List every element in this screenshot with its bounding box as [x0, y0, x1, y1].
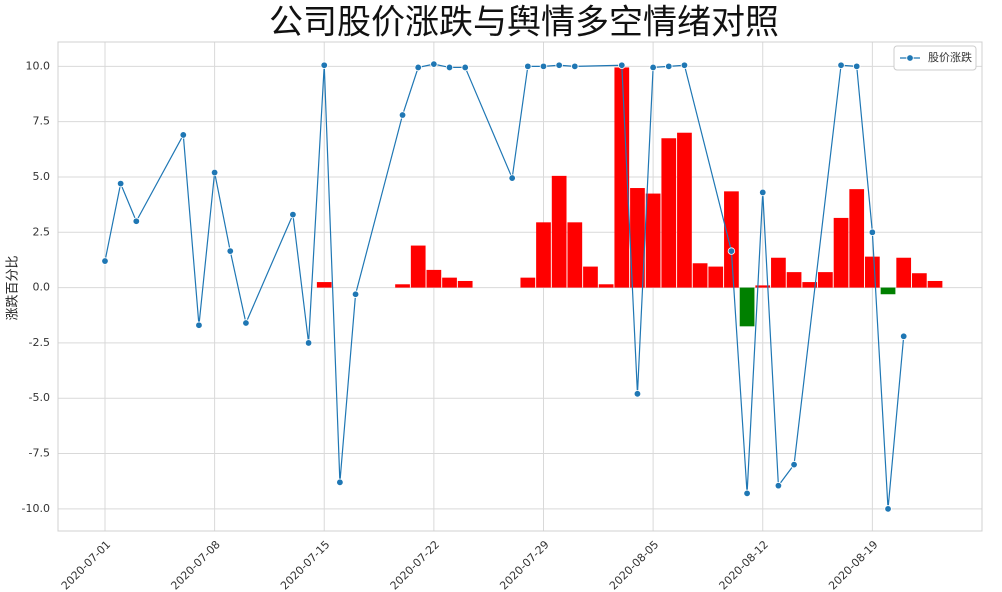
sentiment-bar	[645, 193, 661, 288]
sentiment-bar	[724, 191, 739, 288]
price-marker	[853, 62, 861, 71]
sentiment-bar	[739, 287, 755, 327]
price-marker	[461, 63, 469, 72]
legend-marker	[906, 54, 914, 62]
price-marker	[132, 217, 141, 225]
plot-border	[57, 41, 983, 532]
price-marker	[790, 460, 798, 469]
sentiment-bar	[426, 269, 442, 288]
price-marker	[680, 61, 689, 69]
y-tick-label: -7.5	[29, 447, 50, 460]
sentiment-bar	[583, 266, 598, 288]
sentiment-bar	[410, 245, 426, 288]
x-tick-label: 2020-07-01	[59, 538, 113, 592]
x-tick-label: 2020-08-05	[607, 538, 661, 592]
price-marker	[445, 63, 454, 72]
price-line	[104, 63, 905, 509]
price-marker	[179, 131, 187, 139]
sentiment-bar	[661, 138, 677, 288]
sentiment-bar	[833, 217, 849, 288]
y-tick-label: 0.0	[33, 281, 51, 294]
sentiment-bar	[536, 222, 551, 288]
price-marker	[899, 332, 908, 340]
sentiment-bar	[786, 272, 802, 288]
x-tick-label: 2020-07-22	[388, 538, 442, 592]
price-marker	[649, 63, 657, 72]
price-marker	[633, 390, 642, 398]
sentiment-bar	[630, 188, 645, 288]
sentiment-bar	[677, 132, 692, 288]
x-tick-label: 2020-08-12	[717, 538, 771, 592]
x-tick-label: 2020-08-19	[826, 538, 880, 592]
sentiment-bar	[551, 175, 567, 288]
y-axis-label: 涨跌百分比	[5, 255, 21, 320]
price-marker	[320, 61, 328, 69]
sentiment-bar	[567, 222, 583, 288]
sentiment-bar	[911, 273, 927, 288]
chart-title: 公司股价涨跌与舆情多空情绪对照	[269, 3, 779, 43]
y-tick-label: -2.5	[29, 336, 50, 349]
legend: 股价涨跌	[893, 45, 977, 71]
price-marker	[242, 319, 250, 327]
price-marker	[351, 290, 360, 298]
price-marker	[210, 168, 219, 177]
sentiment-bar	[802, 282, 818, 288]
x-tick-label: 2020-07-29	[497, 538, 551, 592]
y-tick-label: 7.5	[33, 115, 51, 128]
sentiment-bar	[880, 287, 896, 295]
sentiment-bar	[755, 285, 771, 288]
price-marker	[868, 228, 877, 236]
price-marker	[508, 174, 516, 182]
price-marker	[555, 61, 563, 69]
price-marker	[304, 339, 313, 347]
y-tick-label: 5.0	[33, 170, 51, 183]
price-marker	[226, 247, 234, 255]
sentiment-bar	[771, 257, 786, 288]
price-marker	[414, 63, 422, 72]
price-marker	[743, 489, 751, 498]
price-marker	[116, 179, 125, 188]
legend-label: 股价涨跌	[928, 50, 972, 64]
sentiment-bar	[692, 263, 708, 288]
sentiment-bar	[520, 277, 536, 288]
price-marker	[398, 111, 407, 119]
price-marker	[727, 247, 736, 255]
price-marker	[837, 61, 845, 69]
y-tick-label: 2.5	[33, 225, 51, 238]
sentiment-bar	[818, 272, 833, 288]
price-marker	[524, 62, 532, 71]
price-marker	[101, 257, 109, 265]
sentiment-bar	[614, 67, 630, 288]
sentiment-bar	[708, 266, 724, 288]
price-marker	[336, 478, 344, 487]
price-marker	[289, 210, 297, 219]
y-tick-label: -5.0	[29, 391, 50, 404]
x-tick-label: 2020-07-15	[278, 538, 332, 592]
price-marker	[430, 60, 438, 68]
price-marker	[759, 188, 767, 197]
sentiment-bar	[896, 257, 912, 288]
price-marker	[195, 321, 203, 329]
price-marker	[571, 62, 579, 71]
sentiment-bar	[395, 284, 410, 288]
y-tick-label: -10.0	[22, 502, 50, 515]
sentiment-bar	[442, 277, 457, 288]
sentiment-bar	[849, 189, 865, 288]
price-marker	[884, 505, 892, 513]
sentiment-bar	[927, 280, 943, 288]
sentiment-bar	[457, 280, 473, 288]
price-marker	[774, 481, 783, 490]
sentiment-bar	[316, 282, 332, 288]
price-marker	[539, 62, 548, 71]
price-marker	[665, 62, 673, 71]
y-tick-label: 10.0	[26, 59, 51, 72]
sentiment-bar	[598, 284, 614, 288]
sentiment-bar	[865, 256, 880, 288]
price-marker	[618, 61, 626, 69]
x-tick-label: 2020-07-08	[168, 538, 222, 592]
legend-box	[893, 45, 977, 71]
